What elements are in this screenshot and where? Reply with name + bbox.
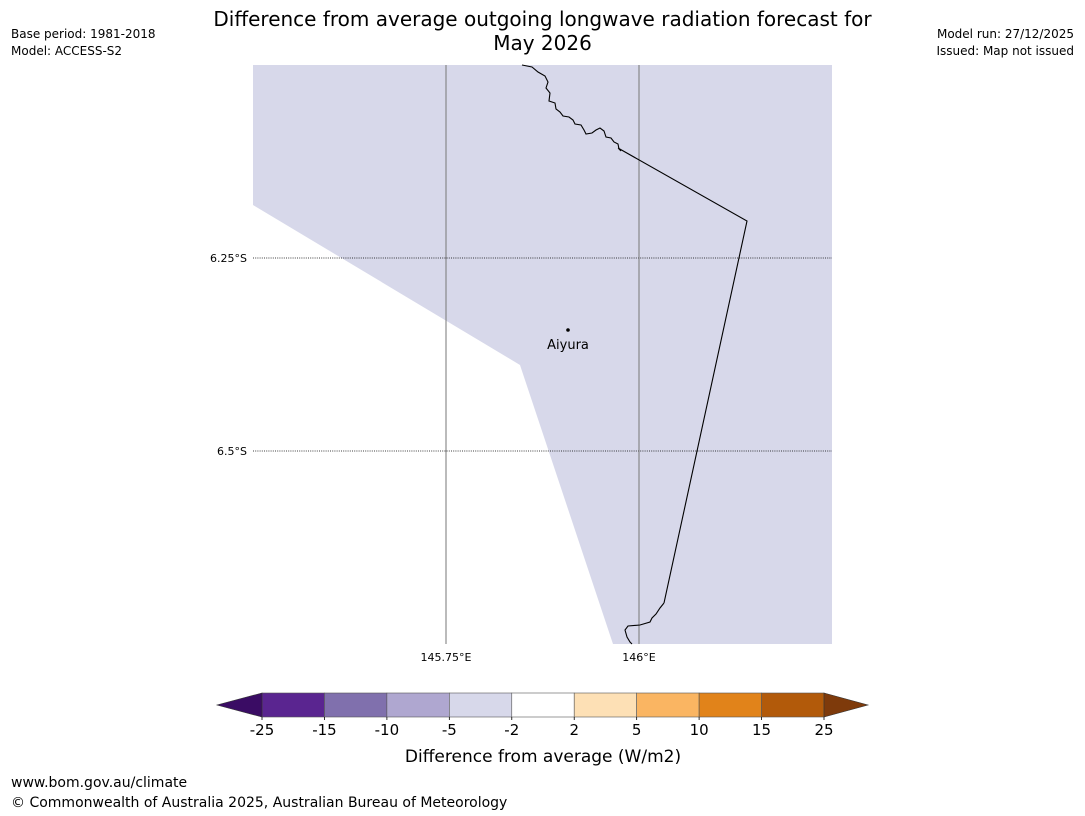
- colorbar-tick-label: -5: [442, 721, 457, 739]
- footer-url: www.bom.gov.au/climate: [11, 775, 188, 791]
- title-line-2: May 2026: [493, 31, 592, 55]
- colorbar-tick-label: -15: [312, 721, 337, 739]
- colorbar-ticks: -25 -15 -10 -5 -2 2 5 10 15 25: [250, 717, 834, 739]
- model-text: Model: ACCESS-S2: [11, 44, 123, 58]
- colorbar-swatch: [636, 692, 700, 718]
- colorbar-tick-label: 15: [752, 721, 771, 739]
- colorbar-swatch: [761, 692, 825, 718]
- colorbar-swatch: [449, 692, 513, 718]
- coastline-north: [521, 64, 622, 152]
- colorbar-swatch: [324, 692, 388, 718]
- colorbar-tick-label: 2: [569, 721, 579, 739]
- title-line-1: Difference from average outgoing longwav…: [213, 7, 872, 31]
- latitude-label-6-5: 6.5°S: [217, 445, 247, 458]
- boundary-line: [617, 147, 748, 604]
- colorbar-label: Difference from average (W/m2): [405, 747, 681, 767]
- aiyura-marker: [566, 328, 570, 332]
- colorbar-swatches: [215, 692, 870, 718]
- colorbar-swatch: [511, 692, 575, 718]
- latitude-label-6-25: 6.25°S: [210, 252, 247, 265]
- info-left: Base period: 1981-2018 Model: ACCESS-S2: [11, 26, 156, 60]
- issued-text: Issued: Map not issued: [936, 44, 1074, 58]
- colorbar-swatch: [698, 692, 762, 718]
- colorbar-tick-label: -25: [250, 721, 275, 739]
- colorbar: -25 -15 -10 -5 -2 2 5 10 15 25 Difference from av…: [215, 692, 870, 767]
- colorbar-tick-label: 5: [632, 721, 642, 739]
- colorbar-tick-label: -2: [504, 721, 519, 739]
- colorbar-tick-label: -10: [375, 721, 400, 739]
- colorbar-extend-max: [823, 692, 870, 718]
- colorbar-extend-min: [215, 692, 263, 718]
- forecast-region: [253, 65, 832, 644]
- aiyura-label: Aiyura: [547, 338, 589, 353]
- colorbar-tick-label: 25: [814, 721, 833, 739]
- model-run-text: Model run: 27/12/2025: [936, 27, 1074, 41]
- longitude-label-146: 146°E: [622, 651, 655, 664]
- map-title: Difference from average outgoing longwav…: [0, 7, 1085, 55]
- info-right: Model run: 27/12/2025 Issued: Map not is…: [936, 26, 1074, 60]
- base-period-text: Base period: 1981-2018: [11, 27, 156, 41]
- coastline-south: [624, 602, 665, 645]
- map: Aiyura 6.25°S 6.5°S 145.75°E 146°E: [210, 64, 832, 664]
- colorbar-swatch: [573, 692, 637, 718]
- colorbar-swatch: [386, 692, 450, 718]
- longitude-label-145-75: 145.75°E: [421, 651, 472, 664]
- colorbar-swatch: [261, 692, 325, 718]
- colorbar-tick-label: 10: [690, 721, 709, 739]
- footer-copyright: © Commonwealth of Australia 2025, Austra…: [11, 795, 508, 811]
